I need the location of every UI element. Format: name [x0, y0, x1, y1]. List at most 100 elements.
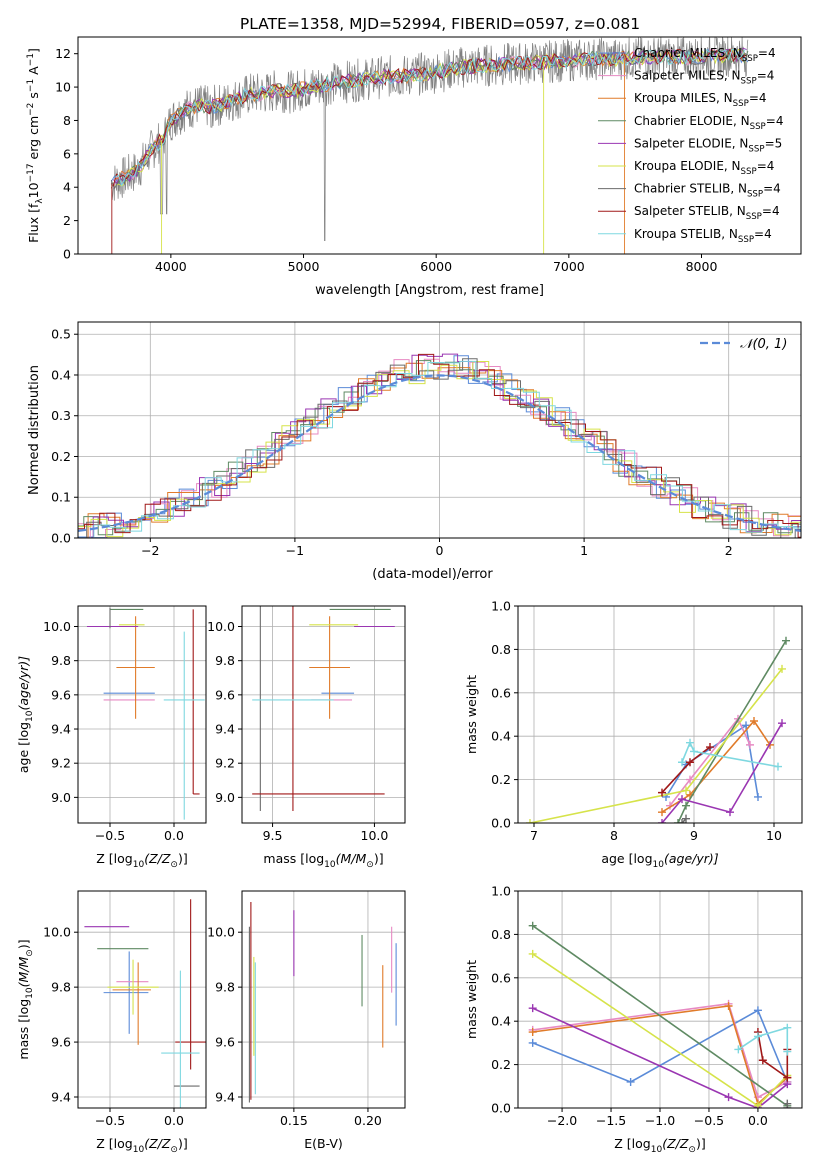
- weight_vs_age-x-label: age [log10(age/yr)]: [601, 851, 718, 870]
- weight-marker: [753, 1006, 762, 1015]
- y-tick-label: 0.0: [491, 1101, 511, 1116]
- weight-marker: [658, 819, 666, 823]
- axes-frame: [77, 36, 802, 255]
- weight-marker: [658, 788, 666, 797]
- y-tick-label: 2: [63, 213, 71, 228]
- x-tick-label: 0.0: [164, 828, 184, 843]
- weight-series-kroupa-stelib: [737, 1026, 789, 1052]
- weight-marker: [682, 801, 690, 810]
- weight_vs_Z-y-label: mass weight: [464, 960, 479, 1039]
- weight-marker: [753, 1032, 762, 1041]
- y-tick-label: 0.1: [51, 490, 71, 505]
- weight-marker: [774, 762, 782, 771]
- y-tick-label: 0.8: [491, 927, 511, 942]
- weight-marker: [782, 636, 790, 645]
- weight_vs_age-panel-plot-area: [518, 606, 802, 823]
- weight-marker: [682, 786, 690, 795]
- weight-marker: [726, 808, 734, 817]
- x-tick-label: 10.0: [361, 828, 389, 843]
- y-tick-label: 12: [55, 46, 71, 61]
- age_vs_mass-panel-plot-area: [242, 606, 405, 823]
- legend-entry: Salpeter MILES, NSSP=4: [634, 69, 774, 87]
- weight_vs_Z-panel-plot-area: [518, 891, 802, 1108]
- axes-frame: [241, 890, 406, 1109]
- weight-marker: [783, 1099, 792, 1108]
- x-tick-label: −1: [286, 543, 304, 558]
- x-tick-label: 4000: [155, 259, 187, 274]
- y-tick-label: 0.4: [491, 1014, 511, 1029]
- y-tick-label: 0.4: [51, 367, 71, 382]
- legend-entry: Kroupa STELIB, NSSP=4: [634, 227, 772, 245]
- legend-entry: Salpeter STELIB, NSSP=4: [634, 204, 780, 222]
- mass_vs_Z-panel: −0.5 0.0 9.4 9.6 9.8 10.0 Z [log10(Z/Z⊙)] mass …: [16, 890, 207, 1155]
- weight-marker: [706, 743, 714, 752]
- y-tick-label: 9.6: [215, 1035, 235, 1050]
- y-tick-label: 10.0: [207, 619, 235, 634]
- y-tick-label: 0: [63, 247, 71, 262]
- x-tick-label: −1.0: [645, 1113, 675, 1128]
- weight-series-chabrier-elodie: [532, 925, 788, 1107]
- weight-marker: [528, 1028, 537, 1037]
- legend-entry: Kroupa MILES, NSSP=4: [634, 91, 767, 109]
- mass_vs_EBV-panel-plot-area: [242, 891, 405, 1108]
- weight-marker: [528, 949, 537, 958]
- axes-frame: [77, 890, 207, 1109]
- weight_vs_Z-x-label: Z [log10(Z/Z⊙)]: [614, 1136, 705, 1155]
- y-tick-label: 9.2: [51, 756, 71, 771]
- weight-marker: [778, 719, 786, 728]
- spectrum-panel: 4000 5000 6000 7000 8000 0 2 4 6 8 10 12 wavelength …: [26, 36, 802, 298]
- x-tick-label: 1: [580, 543, 588, 558]
- errorbar-point: [252, 606, 385, 812]
- weight-series-salpeter-elodie: [532, 1007, 788, 1108]
- y-tick-label: 9.0: [215, 790, 235, 805]
- x-tick-label: 5000: [288, 259, 320, 274]
- weight-marker: [528, 1004, 537, 1013]
- y-tick-label: 4: [63, 180, 71, 195]
- weight-marker: [626, 1077, 635, 1086]
- x-tick-label: 2: [725, 543, 733, 558]
- y-tick-label: 9.0: [51, 790, 71, 805]
- weight-marker: [746, 740, 754, 749]
- mass_vs_Z-panel-plot-area: [78, 891, 206, 1108]
- errorbar-point: [192, 609, 200, 795]
- legend-entry: Kroupa ELODIE, NSSP=4: [634, 159, 774, 177]
- axes-frame: [241, 605, 406, 824]
- x-tick-label: 6000: [420, 259, 452, 274]
- weight-marker: [686, 758, 694, 767]
- residual-histogram-kroupa-stelib: [78, 360, 801, 538]
- x-tick-label: −1.5: [596, 1113, 626, 1128]
- weight-series-chabrier-miles: [532, 1009, 789, 1083]
- weight-marker: [783, 1023, 792, 1032]
- x-tick-label: 0.0: [748, 1113, 768, 1128]
- weight-marker: [678, 819, 686, 823]
- y-tick-label: 0.2: [51, 449, 71, 464]
- weight-series-salpeter-stelib: [757, 1031, 789, 1080]
- x-tick-label: 10: [766, 828, 782, 843]
- y-tick-label: 9.4: [51, 722, 71, 737]
- y-tick-label: 9.2: [215, 756, 235, 771]
- y-tick-label: 9.6: [51, 687, 71, 702]
- spectrum-y-label: Flux [fλ10−17 erg cm−2 s−1 A−1]: [26, 48, 45, 243]
- weight-marker: [734, 1045, 743, 1054]
- residual-panel-plot-area: [78, 322, 801, 538]
- legend-entry: Chabrier STELIB, NSSP=4: [634, 182, 781, 200]
- weight-series-kroupa-elodie: [529, 668, 783, 823]
- y-tick-label: 0.2: [491, 772, 511, 787]
- y-tick-label: 1.0: [491, 884, 511, 899]
- normal-distribution-curve: [78, 374, 801, 532]
- y-tick-label: 0.8: [491, 642, 511, 657]
- spectrum-panel-plot-area: [110, 37, 749, 254]
- legend-entry: 𝒩(0, 1): [740, 337, 787, 352]
- y-tick-label: 0.0: [491, 816, 511, 831]
- weight_vs_age-panel: 7 8 9 10 0.0 0.2 0.4 0.6 0.8 1.0 age [log10(age/yr…: [464, 599, 803, 870]
- x-tick-label: −2: [141, 543, 159, 558]
- x-tick-label: −0.5: [694, 1113, 724, 1128]
- x-tick-label: 0.15: [280, 1113, 308, 1128]
- weight-marker: [783, 1047, 792, 1056]
- residual-y-label: Normed distribution: [27, 365, 42, 495]
- errorbar-point: [107, 959, 159, 1015]
- legend-entry: Chabrier MILES, NSSP=4: [634, 46, 776, 64]
- y-tick-label: 10.0: [43, 925, 71, 940]
- y-tick-label: 0.3: [51, 408, 71, 423]
- weight-marker: [724, 1002, 733, 1011]
